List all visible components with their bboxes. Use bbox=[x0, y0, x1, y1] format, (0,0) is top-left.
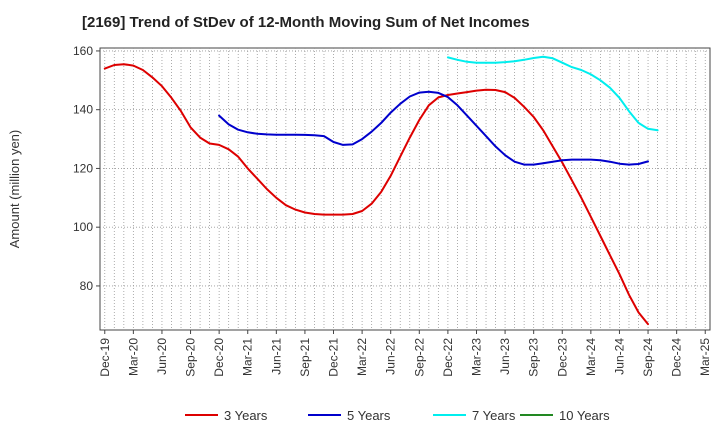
legend-label: 10 Years bbox=[559, 408, 610, 423]
x-tick-label: Sep-24 bbox=[641, 338, 655, 377]
x-tick-label: Mar-23 bbox=[469, 338, 483, 376]
y-tick-label: 140 bbox=[73, 103, 93, 117]
x-tick-label: Jun-21 bbox=[269, 338, 283, 375]
chart-title: [2169] Trend of StDev of 12-Month Moving… bbox=[82, 14, 530, 31]
x-tick-label: Dec-20 bbox=[212, 338, 226, 377]
y-tick-label: 80 bbox=[80, 279, 94, 293]
x-tick-label: Dec-22 bbox=[441, 338, 455, 377]
x-tick-label: Dec-23 bbox=[555, 338, 569, 377]
plot-area bbox=[99, 47, 711, 331]
legend-label: 3 Years bbox=[224, 408, 268, 423]
x-tick-label: Sep-23 bbox=[527, 338, 541, 377]
series-line-3-years bbox=[103, 63, 649, 326]
x-tick-label: Sep-21 bbox=[298, 338, 312, 377]
x-tick-label: Dec-21 bbox=[327, 338, 341, 377]
series-line-7-years bbox=[446, 55, 659, 132]
x-tick-label: Mar-24 bbox=[584, 338, 598, 376]
gridlines bbox=[100, 48, 710, 330]
legend-label: 5 Years bbox=[347, 408, 391, 423]
y-tick-label: 100 bbox=[73, 220, 93, 234]
x-tick-label: Mar-25 bbox=[698, 338, 712, 376]
x-tick-label: Mar-22 bbox=[355, 338, 369, 376]
x-axis-ticks: Dec-19 Mar-20 Jun-20 Sep-20 Dec-20 Mar-21 Jun-… bbox=[98, 330, 712, 377]
x-tick-label: Jun-20 bbox=[155, 338, 169, 375]
x-tick-label: Sep-22 bbox=[412, 338, 426, 377]
x-tick-label: Jun-23 bbox=[498, 338, 512, 375]
y-axis-ticks: 80 100 120 140 160 bbox=[73, 44, 100, 293]
x-tick-label: Jun-24 bbox=[612, 338, 626, 375]
series-lines bbox=[103, 55, 659, 326]
x-tick-label: Mar-20 bbox=[126, 338, 140, 376]
x-tick-label: Sep-20 bbox=[184, 338, 198, 377]
x-tick-label: Dec-24 bbox=[670, 338, 684, 377]
legend: 3 Years 5 Years 7 Years 10 Years bbox=[185, 408, 610, 423]
y-tick-label: 160 bbox=[73, 44, 93, 58]
x-tick-label: Jun-22 bbox=[384, 338, 398, 375]
series-line-5-years bbox=[218, 90, 649, 166]
y-axis-title: Amount (million yen) bbox=[7, 130, 22, 249]
legend-label: 7 Years bbox=[472, 408, 516, 423]
x-tick-label: Dec-19 bbox=[98, 338, 112, 377]
y-tick-label: 120 bbox=[73, 161, 93, 175]
x-tick-label: Mar-21 bbox=[241, 338, 255, 376]
